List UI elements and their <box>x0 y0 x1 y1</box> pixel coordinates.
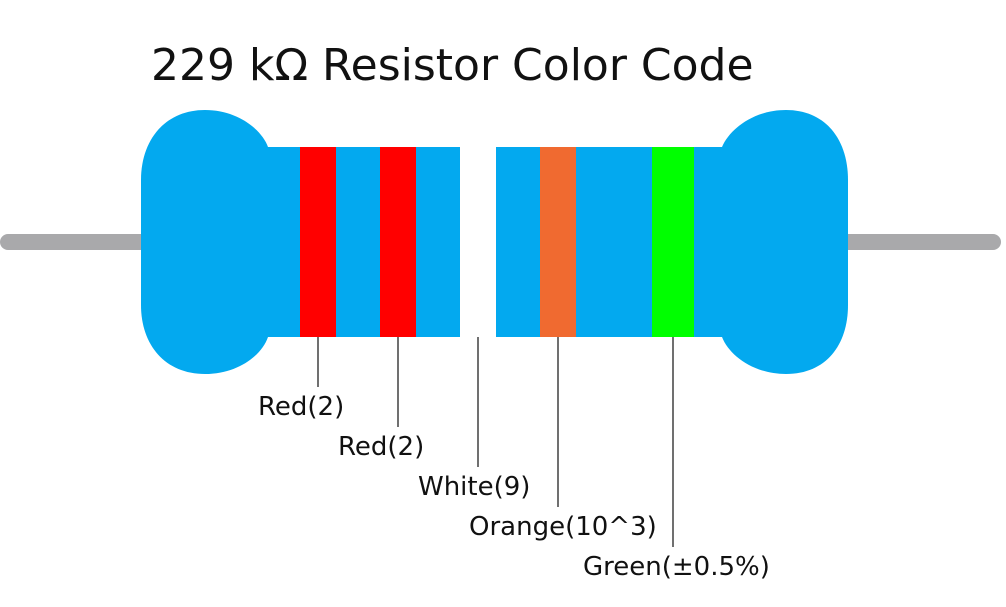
band-4-label: Orange(10^3) <box>469 512 657 542</box>
resistor-left-cap <box>141 110 268 374</box>
leader-lines <box>317 337 674 547</box>
band-3-label: White(9) <box>418 472 530 502</box>
band-3 <box>460 147 496 337</box>
band-labels: Red(2) Red(2) White(9) Orange(10^3) Gree… <box>258 392 770 582</box>
band-4 <box>540 147 576 337</box>
band-2 <box>380 147 416 337</box>
band-1 <box>300 147 336 337</box>
band-1-label: Red(2) <box>258 392 344 422</box>
band-5 <box>652 147 694 337</box>
band-2-label: Red(2) <box>338 432 424 462</box>
band-5-label: Green(±0.5%) <box>583 552 770 582</box>
color-bands <box>300 147 694 337</box>
resistor-right-cap <box>722 110 848 374</box>
diagram-title: 229 kΩ Resistor Color Code <box>151 40 754 91</box>
resistor-center-body <box>200 147 800 337</box>
